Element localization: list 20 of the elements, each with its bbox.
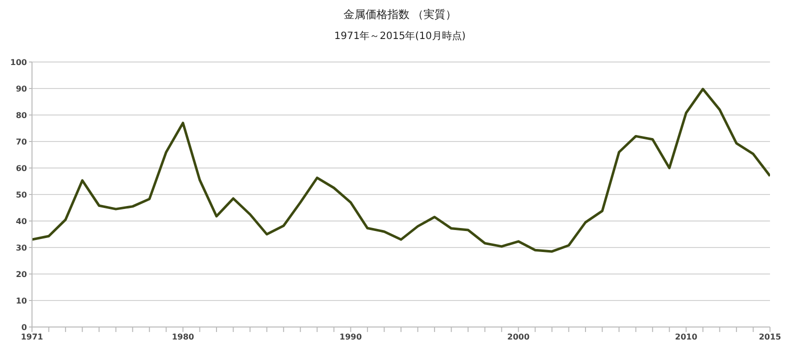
y-tick-label: 60 <box>16 164 28 173</box>
y-tick-label: 80 <box>16 110 28 120</box>
y-tick-label: 10 <box>16 296 28 306</box>
x-tick-label: 1990 <box>340 332 362 342</box>
x-tick-label: 2000 <box>507 332 530 342</box>
x-tick-label: 1971 <box>20 332 44 342</box>
y-tick-label: 100 <box>10 58 28 67</box>
y-tick-label: 70 <box>16 137 28 146</box>
chart-subtitle: 1971年～2015年(10月時点) <box>333 31 467 43</box>
chart-title: 金属価格指数 （実質） <box>342 8 458 22</box>
y-tick-label: 20 <box>16 270 28 279</box>
x-tick-label: 1980 <box>172 332 195 342</box>
y-tick-label: 0 <box>21 322 28 332</box>
y-tick-label: 90 <box>16 84 28 94</box>
x-tick-label: 2010 <box>675 332 698 342</box>
y-tick-label: 30 <box>16 243 28 252</box>
x-tick-label: 2015 <box>758 332 782 342</box>
y-tick-label: 50 <box>16 190 28 200</box>
y-tick-label: 40 <box>16 216 28 226</box>
line-series <box>32 88 770 253</box>
